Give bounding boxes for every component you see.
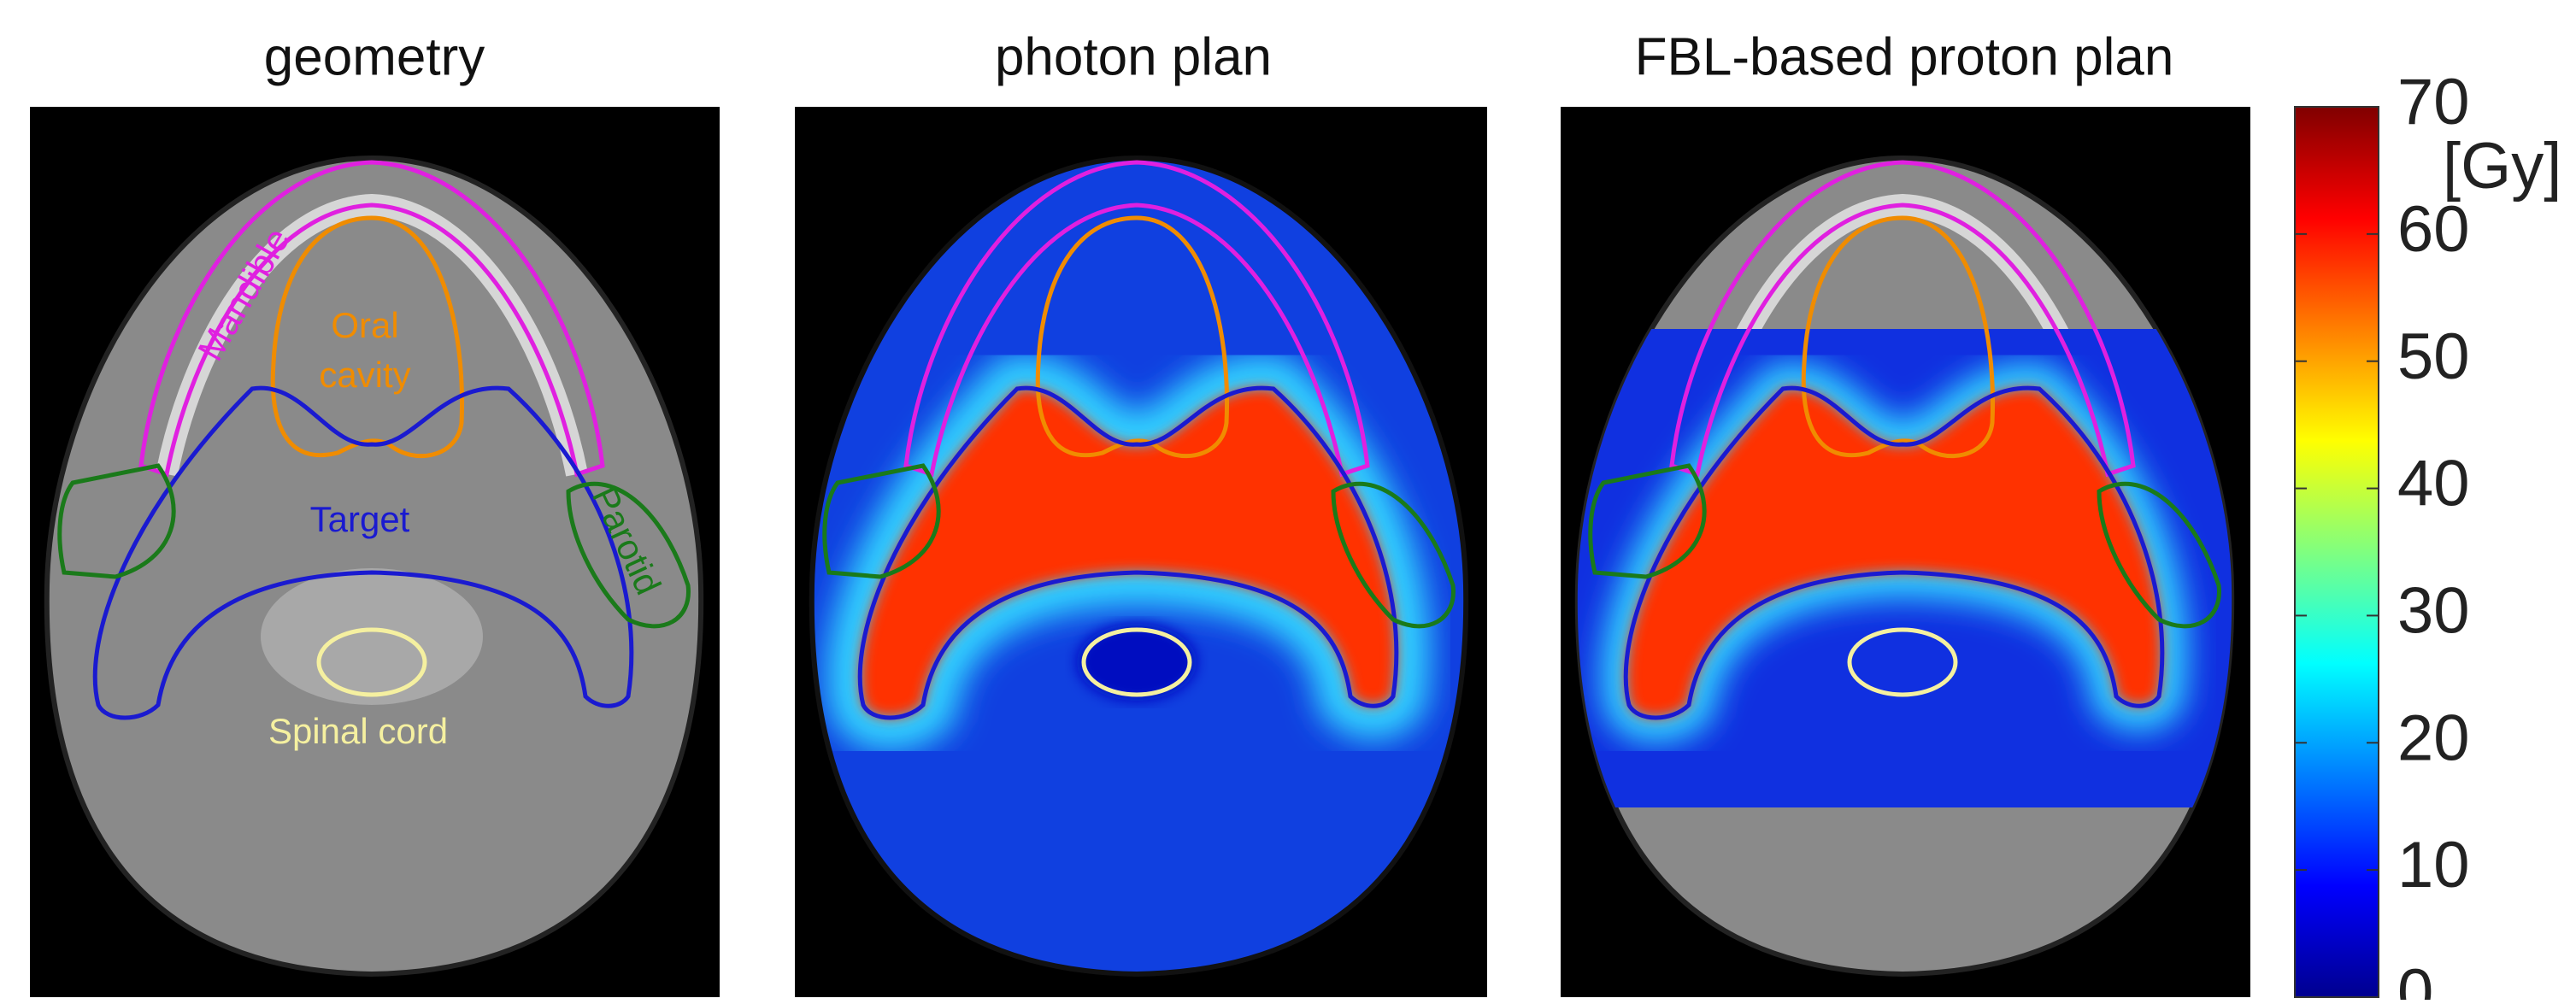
- colorbar: [2295, 107, 2379, 997]
- figure: geometry Mandible Oral cavity Target Par…: [0, 0, 2576, 1000]
- panel-title: photon plan: [995, 27, 1272, 86]
- dose-map: [795, 107, 1487, 997]
- contour-label: Target: [310, 499, 410, 539]
- ct-image: Mandible Oral cavity Target Parotid Spin…: [30, 107, 720, 997]
- dose-map: [1561, 107, 2250, 997]
- panel-title: FBL-based proton plan: [1635, 27, 2174, 86]
- tick-label: 30: [2397, 575, 2470, 648]
- tick-label: 10: [2397, 829, 2470, 901]
- panel-title: geometry: [264, 27, 485, 86]
- contour-label: cavity: [319, 355, 410, 395]
- tick-label: 0: [2397, 956, 2433, 1000]
- colorbar-unit: [Gy]: [2443, 130, 2561, 203]
- page: {"panels": [ {"title": "geometry", "labe…: [0, 0, 2576, 1000]
- tick-label: 40: [2397, 448, 2470, 520]
- tick-label: 20: [2397, 702, 2470, 774]
- tick-label: 70: [2397, 66, 2470, 138]
- contour-label: Oral: [331, 305, 398, 345]
- tick-label: 60: [2397, 193, 2470, 266]
- tick-label: 50: [2397, 320, 2470, 393]
- contour-label: Spinal cord: [268, 711, 448, 751]
